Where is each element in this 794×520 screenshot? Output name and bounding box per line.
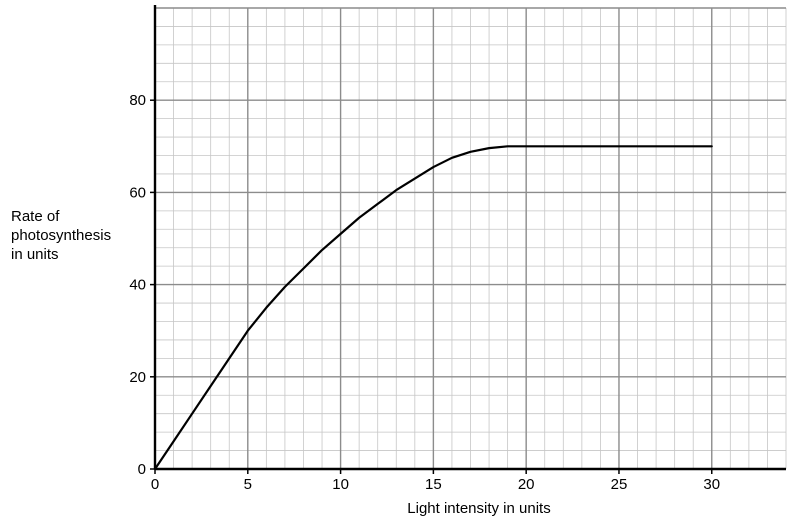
major-grid xyxy=(155,7,786,469)
y-tick-label: 20 xyxy=(129,369,146,386)
y-tick-label: 0 xyxy=(138,461,146,478)
y-axis-label-line-2: photosynthesis xyxy=(11,227,111,244)
x-tick-label: 30 xyxy=(703,476,720,493)
y-tick-label: 80 xyxy=(129,92,146,109)
y-tick-label: 60 xyxy=(129,184,146,201)
x-tick-label: 25 xyxy=(611,476,628,493)
x-tick-label: 5 xyxy=(244,476,252,493)
minor-grid xyxy=(155,8,787,469)
y-tick-label: 40 xyxy=(129,277,146,294)
x-tick-label: 20 xyxy=(518,476,535,493)
y-axis-label-line-1: Rate of xyxy=(11,208,60,225)
x-tick-label: 15 xyxy=(425,476,442,493)
data-series xyxy=(153,145,713,471)
y-axis-label-line-3: in units xyxy=(11,246,59,263)
x-tick-label: 10 xyxy=(332,476,349,493)
x-axis-label: Light intensity in units xyxy=(407,500,550,517)
series-line xyxy=(153,145,713,471)
axes xyxy=(153,5,786,471)
x-tick-label: 0 xyxy=(151,476,159,493)
y-tick-labels: 0 20 40 60 80 xyxy=(129,92,155,478)
x-tick-labels: 0 5 10 15 20 25 30 xyxy=(151,469,720,493)
